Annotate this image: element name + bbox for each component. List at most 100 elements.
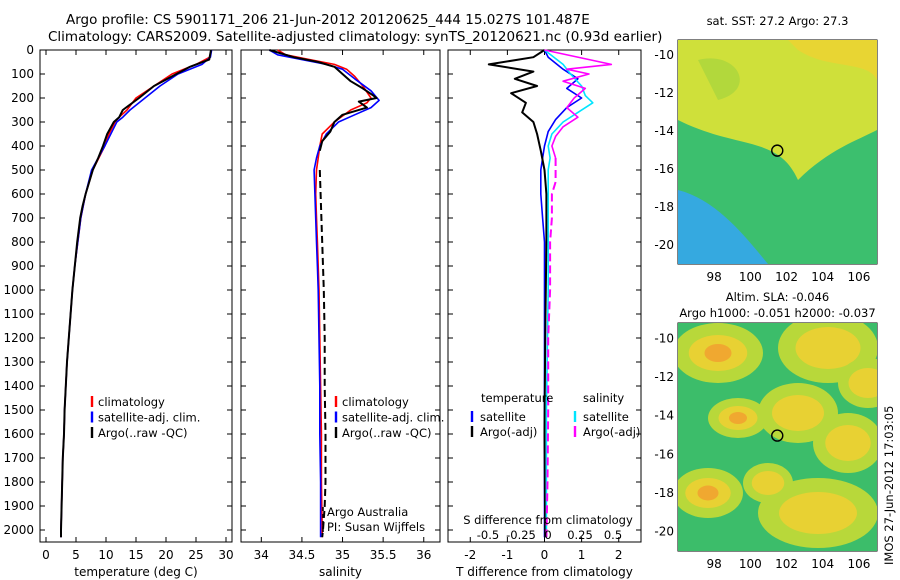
y-tick-label: 900 xyxy=(11,259,34,273)
x-axis-label: temperature (deg C) xyxy=(74,565,197,579)
map-x-tick-label: 102 xyxy=(775,270,798,284)
plot-frame-temperature xyxy=(39,49,233,543)
sla-patch xyxy=(848,368,877,398)
annotation-pi: PI: Susan Wijffels xyxy=(327,520,425,534)
map-x-tick-label: 106 xyxy=(847,270,870,284)
sla-patch xyxy=(751,471,785,495)
map-y-tick-label: -14 xyxy=(654,124,674,138)
legend-title-salinity: salinity xyxy=(583,391,624,405)
sst-yellow-region xyxy=(788,40,877,80)
s-tick-label: -0.5 xyxy=(477,528,499,542)
map-title: sat. SST: 27.2 Argo: 27.3 xyxy=(707,14,849,28)
y-tick-label: 1000 xyxy=(3,283,34,297)
legend-entry: Argo(-adj) xyxy=(583,425,640,439)
series-line-t-argo-adj- xyxy=(487,49,548,538)
y-tick-label: 1900 xyxy=(3,499,34,513)
y-tick-label: 600 xyxy=(11,187,34,201)
x-tick-label: -1 xyxy=(501,548,513,562)
x-tick-label: 36 xyxy=(416,548,431,562)
y-tick-label: 700 xyxy=(11,211,34,225)
map-x-tick-label: 104 xyxy=(811,557,834,571)
x-tick-label: 34.5 xyxy=(289,548,316,562)
series-line xyxy=(545,158,557,538)
y-tick-label: 400 xyxy=(11,139,34,153)
series-line-climatology xyxy=(60,49,212,538)
s-tick-label: 0 xyxy=(544,528,551,542)
series-line-argo-raw-qc- xyxy=(60,49,212,538)
map-y-tick-label: -18 xyxy=(654,486,674,500)
map-title: Altim. SLA: -0.046 xyxy=(726,290,830,304)
footer-stamp: IMOS 27-Jun-2012 17:03:05 xyxy=(882,406,896,565)
map-x-tick-label: 98 xyxy=(707,557,722,571)
y-tick-label: 1100 xyxy=(3,307,34,321)
legend-entry: satellite-adj. clim. xyxy=(342,411,444,425)
map-y-tick-label: -12 xyxy=(654,86,674,100)
x-tick-label: 2 xyxy=(615,548,623,562)
map-field-sla_map xyxy=(678,323,877,551)
s-tick-label: -0.25 xyxy=(506,528,536,542)
series-argo-line xyxy=(318,169,327,538)
legend-entry: climatology xyxy=(98,395,165,409)
legend-entry: satellite-adj. clim. xyxy=(98,411,200,425)
sla-patch xyxy=(697,485,719,501)
legend-entry: Argo(-adj) xyxy=(480,425,537,439)
series-line-satellite-adj-clim- xyxy=(268,49,380,538)
x-tick-label: 30 xyxy=(218,548,233,562)
x-tick-label: -2 xyxy=(464,548,476,562)
x-tick-label: 34 xyxy=(254,548,269,562)
sla-patch xyxy=(704,344,732,362)
map-y-tick-label: -20 xyxy=(654,525,674,539)
x-tick-label: 1 xyxy=(578,548,586,562)
x-tick-label: 20 xyxy=(158,548,173,562)
y-tick-label: 1300 xyxy=(3,355,34,369)
y-tick-label: 0 xyxy=(26,43,34,57)
climatology-title: Climatology: CARS2009. Satellite-adjuste… xyxy=(48,29,663,45)
x-axis-label: T difference from climatology xyxy=(455,565,633,579)
legend-entry: satellite xyxy=(583,410,629,424)
map-y-tick-label: -10 xyxy=(654,48,674,62)
map-x-tick-label: 98 xyxy=(707,270,722,284)
x-tick-label: 35.5 xyxy=(370,548,397,562)
x-axis-label: salinity xyxy=(319,565,362,579)
map-y-tick-label: -16 xyxy=(654,447,674,461)
x-tick-label: 0 xyxy=(42,548,50,562)
x-tick-label: 10 xyxy=(98,548,113,562)
y-tick-label: 500 xyxy=(11,163,34,177)
y-tick-label: 1500 xyxy=(3,403,34,417)
x-tick-label: 0 xyxy=(541,548,549,562)
y-tick-label: 800 xyxy=(11,235,34,249)
map-x-tick-label: 100 xyxy=(739,557,762,571)
legend-entry: climatology xyxy=(342,395,409,409)
argo-position-marker xyxy=(771,429,784,442)
map-x-tick-label: 102 xyxy=(775,557,798,571)
s-tick-label: 0.25 xyxy=(567,528,593,542)
y-tick-label: 1400 xyxy=(3,379,34,393)
sst-lime-patch xyxy=(698,58,740,100)
y-tick-label: 100 xyxy=(11,67,34,81)
s-tick-label: 0.5 xyxy=(604,528,622,542)
y-tick-label: 2000 xyxy=(3,523,34,537)
y-tick-label: 300 xyxy=(11,115,34,129)
y-tick-label: 1700 xyxy=(3,451,34,465)
s-axis-label: S difference from climatology xyxy=(463,513,633,527)
y-tick-label: 1800 xyxy=(3,475,34,489)
sst-blue-region xyxy=(678,190,768,264)
x-tick-label: 15 xyxy=(128,548,143,562)
y-tick-label: 1600 xyxy=(3,427,34,441)
sla-patch xyxy=(729,412,747,424)
plot-frame-salinity xyxy=(240,49,441,543)
argo-position-marker xyxy=(771,144,784,157)
map-x-tick-label: 100 xyxy=(739,270,762,284)
profile-title: Argo profile: CS 5901171_206 21-Jun-2012… xyxy=(66,12,590,28)
x-tick-label: 25 xyxy=(188,548,203,562)
y-tick-label: 200 xyxy=(11,91,34,105)
series-line-s-satellite xyxy=(544,49,594,538)
sla-patch xyxy=(772,395,824,431)
map-y-tick-label: -16 xyxy=(654,162,674,176)
legend-entry: satellite xyxy=(480,410,526,424)
map-x-tick-label: 106 xyxy=(847,557,870,571)
map-field-sst_map xyxy=(678,40,877,264)
map-x-tick-label: 104 xyxy=(811,270,834,284)
annotation-argo-australia: Argo Australia xyxy=(327,505,408,519)
